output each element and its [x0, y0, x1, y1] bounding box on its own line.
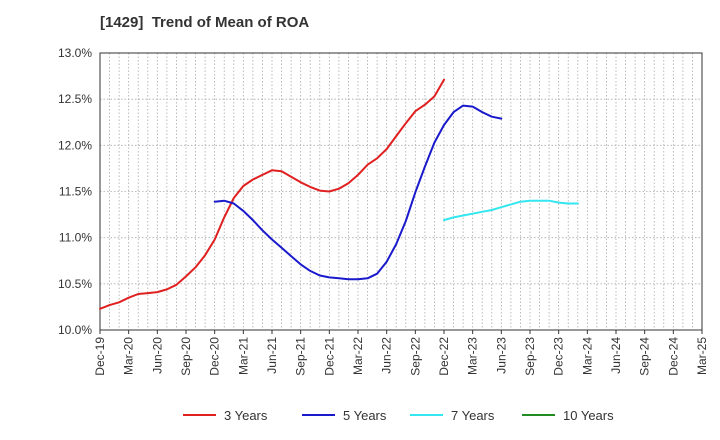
x-tick-label: Jun-20 [150, 337, 164, 374]
x-tick-label: Jun-21 [265, 337, 279, 374]
x-tick-label: Mar-21 [236, 337, 250, 375]
y-tick-label: 10.0% [58, 323, 92, 337]
legend-label: 3 Years [224, 408, 268, 423]
x-tick-label: Mar-24 [580, 337, 594, 375]
x-tick-label: Jun-22 [380, 337, 394, 374]
x-tick-label: Mar-25 [695, 337, 709, 375]
series-line [99, 78, 445, 310]
legend-label: 7 Years [451, 408, 495, 423]
x-tick-label: Sep-24 [638, 337, 652, 376]
x-tick-label: Mar-20 [122, 337, 136, 375]
x-tick-label: Dec-20 [208, 337, 222, 376]
x-tick-label: Mar-22 [351, 337, 365, 375]
y-tick-label: 12.0% [58, 138, 92, 152]
y-tick-label: 11.5% [59, 185, 92, 199]
y-tick-label: 13.0% [58, 46, 92, 60]
x-tick-label: Jun-24 [609, 337, 623, 374]
x-tick-label: Dec-23 [552, 337, 566, 376]
x-tick-label: Sep-20 [179, 337, 193, 376]
x-tick-label: Dec-22 [437, 337, 451, 376]
x-tick-label: Sep-23 [523, 337, 537, 376]
legend-label: 10 Years [563, 408, 614, 423]
x-tick-label: Dec-24 [666, 337, 680, 376]
series-line [443, 199, 579, 222]
plot-area-frame [99, 52, 703, 331]
x-tick-label: Dec-21 [322, 337, 336, 376]
series-line [213, 104, 503, 281]
y-tick-label: 10.5% [58, 277, 92, 291]
x-tick-label: Jun-23 [494, 337, 508, 374]
y-tick-label: 12.5% [58, 92, 92, 106]
y-tick-label: 11.0% [59, 231, 92, 245]
x-tick-label: Mar-23 [466, 337, 480, 375]
x-tick-label: Sep-22 [408, 337, 422, 376]
x-tick-label: Sep-21 [294, 337, 308, 376]
chart-title: [1429] Trend of Mean of ROA [100, 14, 310, 31]
x-tick-label: Dec-19 [93, 337, 107, 376]
legend-label: 5 Years [343, 408, 387, 423]
